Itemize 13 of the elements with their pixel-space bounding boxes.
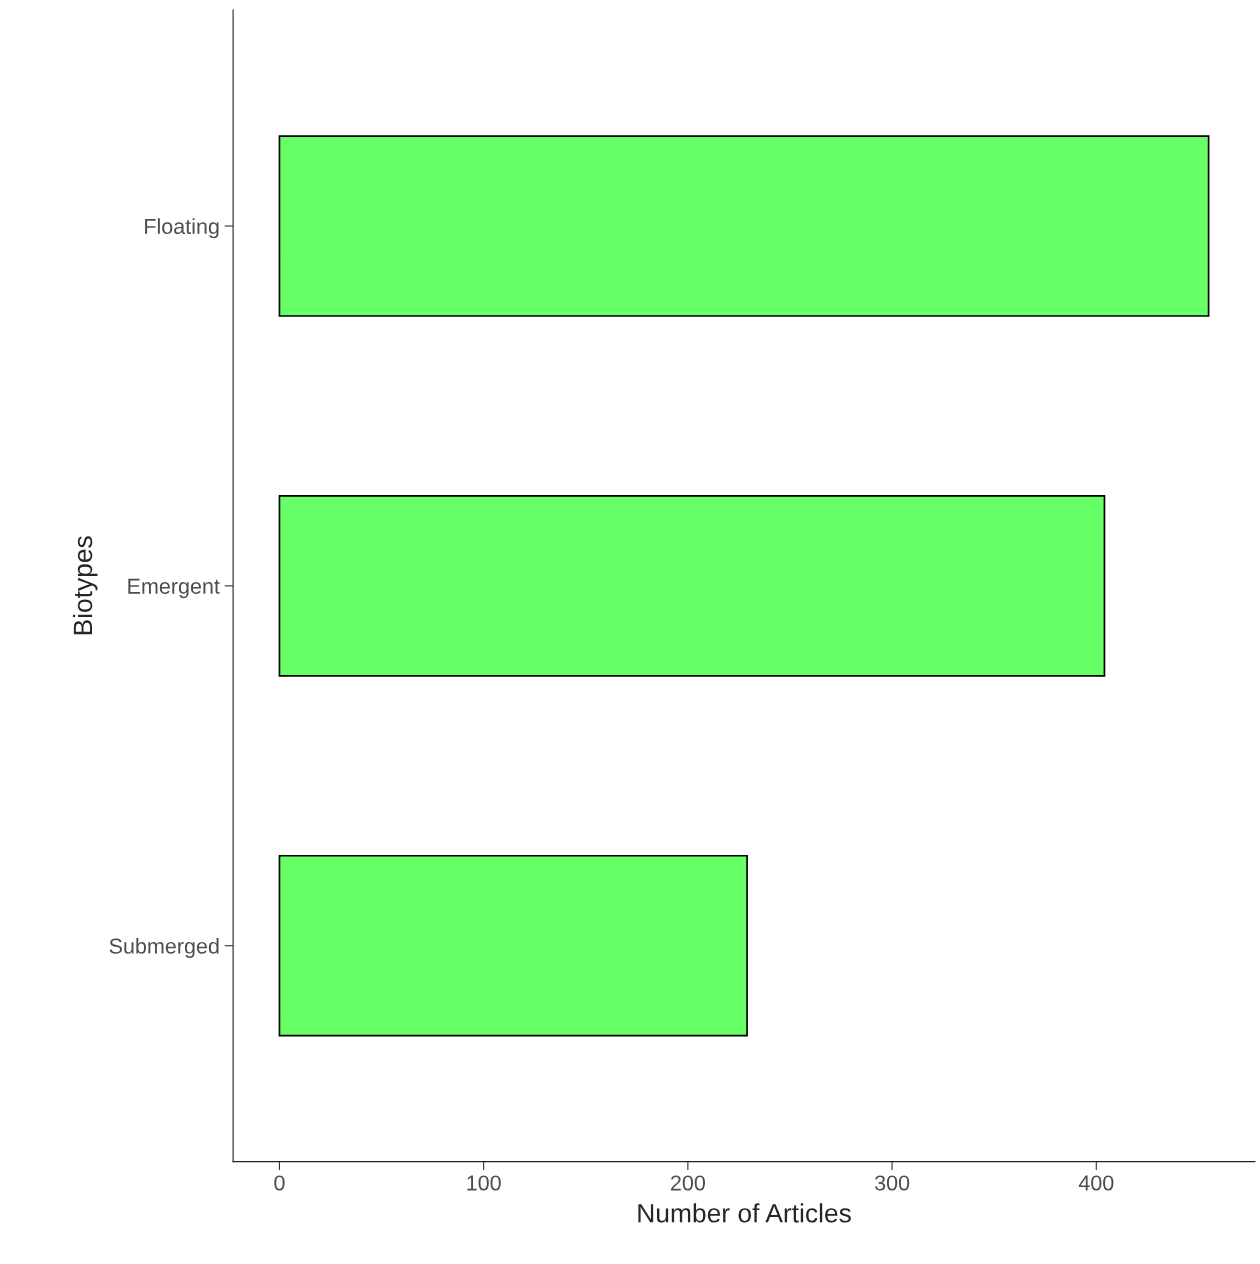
y-tick-label: Emergent: [128, 578, 220, 599]
x-tick-label: 100: [467, 1175, 501, 1191]
y-axis-title: Biotypes: [72, 536, 98, 635]
x-axis-title: Number of Articles: [638, 1203, 851, 1223]
y-tick-label: Submerged: [109, 937, 219, 958]
y-tick-label: Floating: [145, 218, 219, 239]
bar: [278, 495, 1106, 677]
x-tick-label: 400: [1078, 1175, 1114, 1191]
bar: [278, 854, 748, 1037]
bar: [278, 135, 1210, 317]
x-tick-label: 0: [274, 1175, 285, 1191]
x-tick-label: 200: [671, 1175, 705, 1191]
x-tick-label: 300: [874, 1175, 910, 1191]
